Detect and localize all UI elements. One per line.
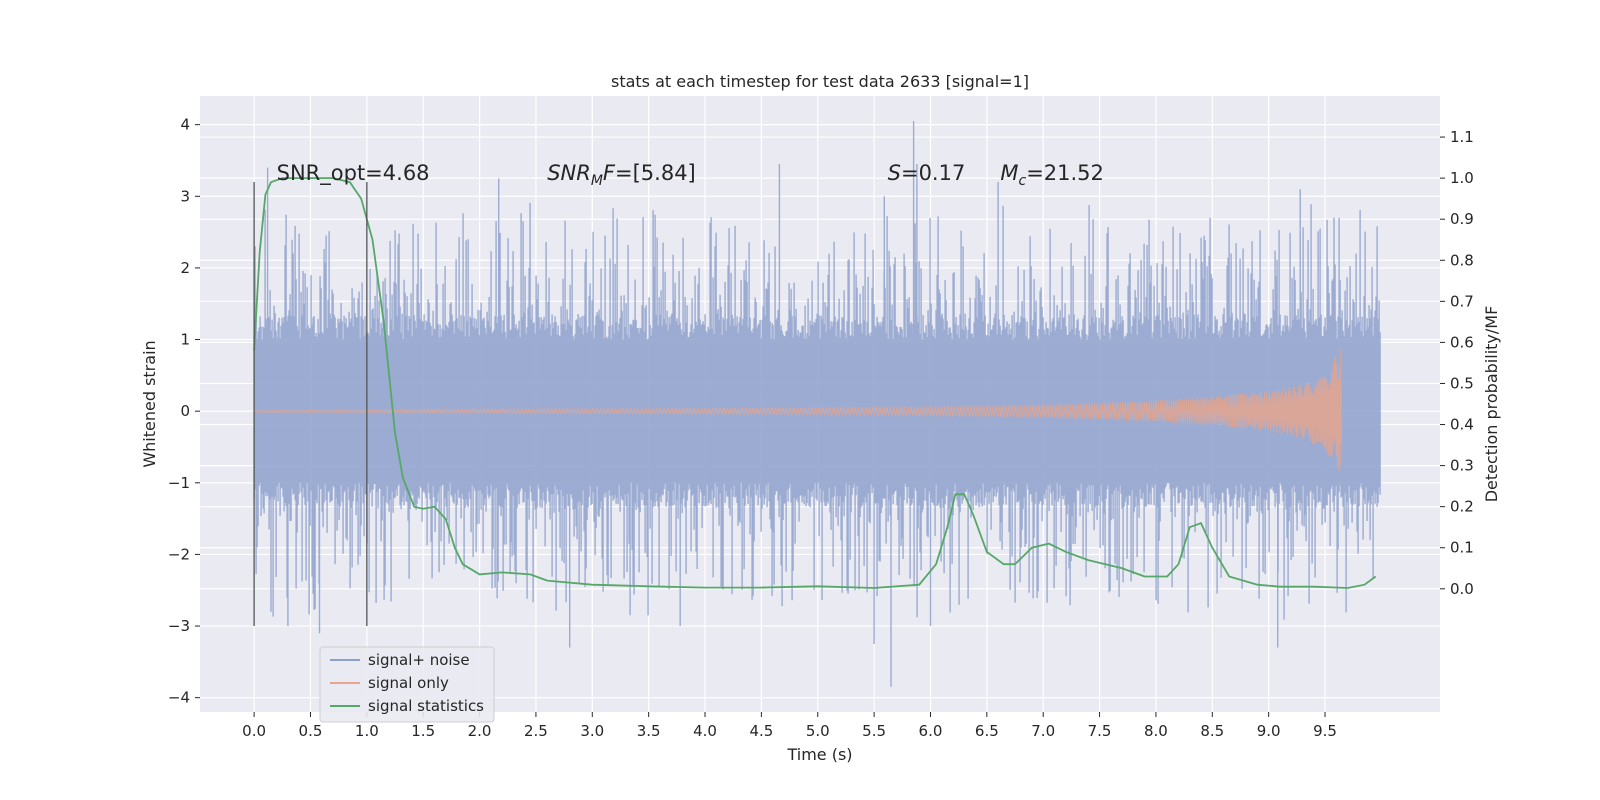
y2-tick-label: 0.1 (1450, 539, 1474, 557)
x-tick-label: 8.0 (1144, 722, 1168, 740)
y2-tick-label: 0.8 (1450, 251, 1474, 269)
x-tick-label: 2.0 (468, 722, 492, 740)
x-tick-label: 9.0 (1257, 722, 1281, 740)
y2-axis-label: Detection probability/MF (1482, 306, 1501, 503)
x-tick-label: 0.5 (299, 722, 323, 740)
annotation-text: S=0.17 (888, 161, 966, 185)
x-tick-label: 2.5 (524, 722, 548, 740)
annotation-text: SNRMF=[5.84] (547, 161, 696, 189)
y2-tick-label: 0.7 (1450, 292, 1474, 310)
x-tick-label: 5.5 (862, 722, 886, 740)
y-tick-label: −2 (168, 545, 190, 563)
legend-label-signal-statistics: signal statistics (368, 697, 484, 715)
x-tick-label: 9.5 (1313, 722, 1337, 740)
x-tick-label: 7.0 (1031, 722, 1055, 740)
series-signal-statistics (253, 177, 1377, 589)
legend: signal+ noise signal only signal statist… (319, 646, 495, 723)
y-axis-label: Whitened strain (140, 340, 159, 467)
y-tick-label: 2 (180, 259, 190, 277)
y-tick-label: 1 (180, 331, 190, 349)
chart-title: stats at each timestep for test data 263… (611, 72, 1029, 91)
y-tick-label: 0 (180, 402, 190, 420)
y-tick-label: 3 (180, 187, 190, 205)
x-tick-label: 8.5 (1200, 722, 1224, 740)
annotation-text: SNR_opt=4.68 (277, 161, 430, 186)
legend-label-signal-only: signal only (368, 674, 449, 692)
x-tick-label: 3.5 (637, 722, 661, 740)
y2-tick-label: 0.6 (1450, 333, 1474, 351)
vertical-markers (253, 181, 368, 627)
y2-tick-label: 0.3 (1450, 457, 1474, 475)
legend-box (319, 646, 495, 723)
x-tick-label: 3.0 (580, 722, 604, 740)
ticks: 0.0 0.5 1.0 1.5 2.0 2.5 3.0 3.5 4.0 4.5 5.0 5.5 6.0 6… (168, 116, 1474, 740)
x-tick-label: 1.5 (411, 722, 435, 740)
x-axis-label: Time (s) (786, 745, 852, 764)
y2-tick-label: 0.5 (1450, 374, 1474, 392)
series-layer (253, 121, 1381, 687)
y2-tick-label: 0.2 (1450, 498, 1474, 516)
y2-tick-label: 1.1 (1450, 128, 1474, 146)
x-tick-label: 4.5 (749, 722, 773, 740)
x-tick-label: 1.0 (355, 722, 379, 740)
y-tick-label: −4 (168, 689, 190, 707)
x-tick-label: 6.5 (975, 722, 999, 740)
y-tick-label: −1 (168, 474, 190, 492)
series-signal-only (253, 349, 1343, 473)
x-tick-label: 6.0 (919, 722, 943, 740)
y-tick-label: −3 (168, 617, 190, 635)
x-tick-label: 5.0 (806, 722, 830, 740)
y2-tick-label: 0.9 (1450, 210, 1474, 228)
x-tick-label: 4.0 (693, 722, 717, 740)
y-tick-label: 4 (180, 116, 190, 134)
x-tick-label: 7.5 (1088, 722, 1112, 740)
x-tick-label: 0.0 (242, 722, 266, 740)
annotations: SNR_opt=4.68 SNRMF=[5.84] S=0.17 Mc=21.52 (277, 161, 1104, 189)
y2-tick-label: 0.4 (1450, 416, 1474, 434)
annotation-text: Mc=21.52 (1000, 161, 1104, 189)
legend-label-signal-noise: signal+ noise (368, 651, 470, 669)
y2-tick-label: 0.0 (1450, 580, 1474, 598)
y2-tick-label: 1.0 (1450, 169, 1474, 187)
